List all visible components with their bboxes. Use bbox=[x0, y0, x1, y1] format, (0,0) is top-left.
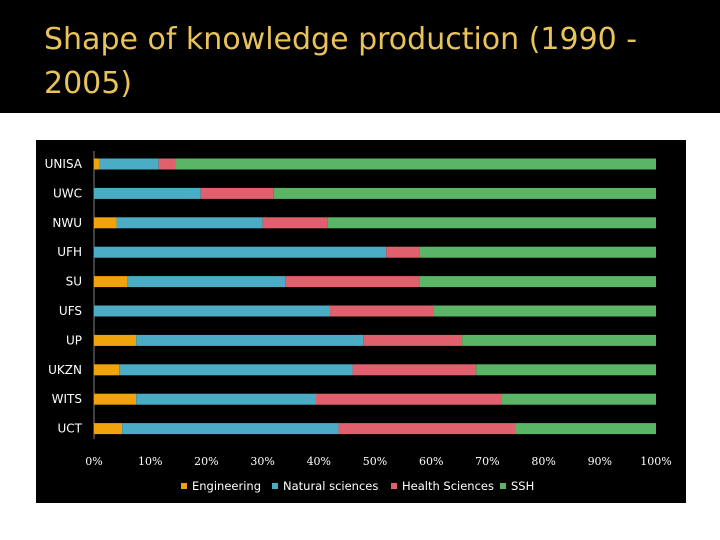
bar-segment-ufh-ssh bbox=[419, 246, 656, 258]
x-tick-label-10: 100% bbox=[640, 455, 671, 468]
x-tick-label-5: 50% bbox=[363, 455, 387, 468]
bar-segment-ukzn-engineering bbox=[94, 364, 120, 376]
stacked-bar-chart: UNISA UWC NWU UFH SU UFS UP UKZN WITS UCT 0% 10% 20%… bbox=[45, 151, 672, 493]
bar-segment-ufh-natural-sciences bbox=[94, 246, 387, 258]
bar-segment-uct-natural-sciences bbox=[122, 423, 339, 435]
bar-segment-wits-engineering bbox=[94, 393, 137, 405]
bar-segment-su-engineering bbox=[94, 276, 128, 288]
category-label-uwc: UWC bbox=[53, 186, 82, 200]
bar-segment-nwu-ssh bbox=[327, 217, 656, 229]
bar-segment-nwu-engineering bbox=[94, 217, 117, 229]
legend-swatch-ssh bbox=[500, 483, 506, 489]
legend-swatch-natural-sciences bbox=[272, 483, 278, 489]
x-tick-label-4: 40% bbox=[307, 455, 331, 468]
category-label-su: SU bbox=[66, 275, 82, 289]
category-label-ukzn: UKZN bbox=[48, 363, 82, 377]
category-label-unisa: UNISA bbox=[45, 157, 83, 171]
chart-panel: UNISA UWC NWU UFH SU UFS UP UKZN WITS UCT 0% 10% 20%… bbox=[36, 140, 686, 503]
bar-segment-unisa-engineering bbox=[94, 158, 100, 170]
bar-segment-uct-ssh bbox=[515, 423, 656, 435]
bar-segment-nwu-natural-sciences bbox=[116, 217, 263, 229]
x-tick-label-8: 80% bbox=[531, 455, 555, 468]
x-tick-label-2: 20% bbox=[194, 455, 218, 468]
bar-segment-unisa-health-sciences bbox=[158, 158, 176, 170]
x-tick-label-6: 60% bbox=[419, 455, 443, 468]
legend-swatch-engineering bbox=[181, 483, 187, 489]
bar-segment-uwc-ssh bbox=[273, 187, 656, 199]
category-label-up: UP bbox=[66, 333, 82, 347]
category-label-ufs: UFS bbox=[59, 304, 82, 318]
legend-label-ssh: SSH bbox=[511, 479, 534, 493]
bar-segment-ufs-health-sciences bbox=[330, 305, 435, 317]
x-tick-label-9: 90% bbox=[588, 455, 612, 468]
category-label-wits: WITS bbox=[52, 392, 82, 406]
slide-title: Shape of knowledge production (1990 - 20… bbox=[44, 18, 694, 106]
bar-segment-su-health-sciences bbox=[285, 276, 420, 288]
bar-segment-ukzn-health-sciences bbox=[352, 364, 477, 376]
bar-segment-ukzn-natural-sciences bbox=[119, 364, 353, 376]
bar-segment-up-ssh bbox=[462, 334, 656, 346]
bar-segment-uwc-natural-sciences bbox=[94, 187, 201, 199]
x-tick-label-3: 30% bbox=[250, 455, 274, 468]
bar-segment-ufh-health-sciences bbox=[386, 246, 420, 258]
bar-segment-up-engineering bbox=[94, 334, 137, 346]
x-tick-label-1: 10% bbox=[138, 455, 162, 468]
bar-segment-wits-health-sciences bbox=[315, 393, 502, 405]
bar-segment-up-natural-sciences bbox=[136, 334, 364, 346]
bar-segment-uct-engineering bbox=[94, 423, 123, 435]
bar-segment-su-ssh bbox=[419, 276, 656, 288]
legend-label-health-sciences: Health Sciences bbox=[402, 479, 494, 493]
category-label-nwu: NWU bbox=[52, 216, 82, 230]
bar-segment-unisa-ssh bbox=[175, 158, 657, 170]
bar-segment-uwc-health-sciences bbox=[200, 187, 274, 199]
bar-segment-wits-natural-sciences bbox=[136, 393, 316, 405]
category-label-ufh: UFH bbox=[57, 245, 82, 259]
category-label-uct: UCT bbox=[58, 422, 83, 436]
bar-segment-uct-health-sciences bbox=[338, 423, 516, 435]
bar-segment-wits-ssh bbox=[501, 393, 656, 405]
legend-label-natural-sciences: Natural sciences bbox=[283, 479, 378, 493]
bar-segment-su-natural-sciences bbox=[127, 276, 286, 288]
x-tick-label-0: 0% bbox=[85, 455, 102, 468]
bar-segment-up-health-sciences bbox=[363, 334, 463, 346]
bar-segment-unisa-natural-sciences bbox=[99, 158, 159, 170]
slide-title-line2: 2005) bbox=[44, 66, 133, 101]
title-band: Shape of knowledge production (1990 - 20… bbox=[0, 0, 720, 113]
slide-title-line1: Shape of knowledge production (1990 - bbox=[44, 22, 638, 57]
bar-segment-ufs-natural-sciences bbox=[94, 305, 331, 317]
bar-segment-ufs-ssh bbox=[434, 305, 656, 317]
x-tick-label-7: 70% bbox=[475, 455, 499, 468]
bar-segment-ukzn-ssh bbox=[476, 364, 656, 376]
bar-segment-nwu-health-sciences bbox=[262, 217, 328, 229]
legend-swatch-health-sciences bbox=[391, 483, 397, 489]
legend-label-engineering: Engineering bbox=[192, 479, 261, 493]
